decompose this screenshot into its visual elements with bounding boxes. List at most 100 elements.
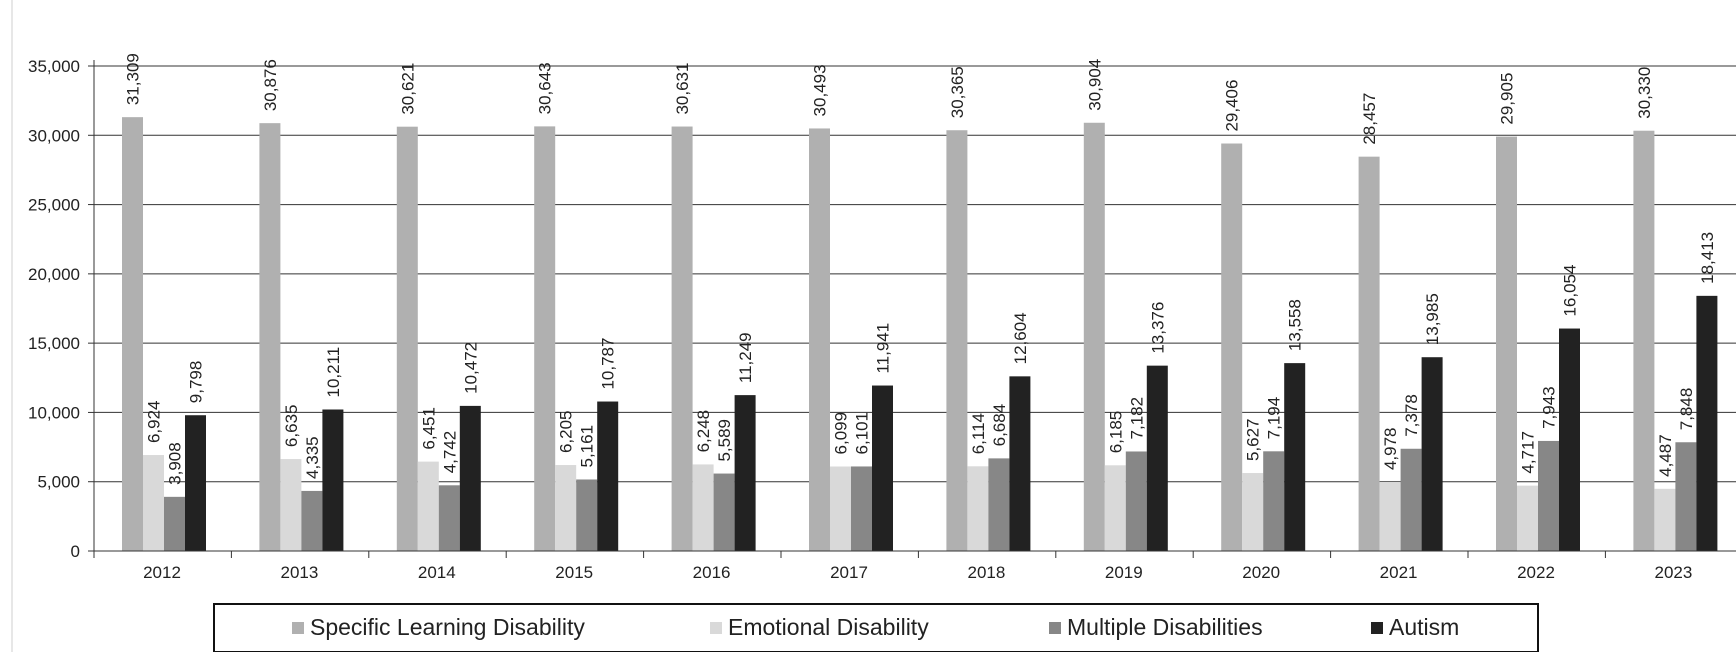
y-tick-label: 35,000 [28,57,80,76]
y-tick-label: 25,000 [28,196,80,215]
data-label: 4,717 [1519,431,1538,474]
bar [713,473,735,551]
data-label: 30,876 [261,59,280,111]
bar [1379,482,1401,551]
y-tick-label: 10,000 [28,403,80,422]
x-tick-label: 2020 [1242,563,1280,582]
legend-swatch [292,622,304,634]
bar [185,415,206,551]
data-label: 7,182 [1127,397,1146,440]
data-label: 11,941 [874,323,893,374]
legend-box [213,603,1539,652]
legend-swatch [1371,622,1383,634]
data-label: 6,099 [832,412,851,455]
x-tick-label: 2017 [830,563,868,582]
data-label: 29,406 [1223,80,1242,132]
bar [122,117,143,551]
data-label: 9,798 [187,361,206,404]
legend: Specific Learning Disability Emotional Di… [213,603,1539,652]
data-label: 30,365 [948,66,967,118]
bar [692,464,714,551]
bar [946,130,968,552]
legend-label: Multiple Disabilities [1067,614,1263,640]
data-label: 30,631 [673,63,692,115]
y-tick-label: 0 [71,542,80,561]
data-label: 5,161 [578,425,597,468]
legend-swatch [1049,622,1061,634]
data-label: 3,908 [166,442,185,485]
bar [164,496,185,551]
data-label: 6,248 [694,410,713,453]
x-tick-label: 2018 [967,563,1005,582]
data-label: 13,985 [1423,293,1442,345]
data-label: 7,848 [1677,388,1696,431]
bar [851,466,872,551]
x-tick-label: 2022 [1517,563,1555,582]
bar [1654,488,1676,551]
bar [830,466,851,551]
x-tick-label: 2021 [1380,563,1418,582]
data-label: 30,904 [1085,59,1104,111]
data-label: 6,684 [990,404,1009,447]
bar [143,455,164,551]
y-tick-label: 20,000 [28,265,80,284]
bar [576,479,598,551]
bar [1263,451,1285,551]
data-label: 31,309 [124,53,143,105]
data-label: 10,787 [599,338,618,390]
bar [280,459,302,551]
bar [259,123,281,552]
bars [122,117,1718,552]
bar [1517,485,1538,551]
data-label: 30,330 [1635,67,1654,119]
data-label: 6,185 [1106,411,1125,454]
data-label: 13,558 [1286,299,1305,351]
data-label: 10,472 [461,342,480,394]
data-label: 6,924 [145,401,164,444]
data-label: 4,487 [1656,434,1675,477]
data-label: 6,114 [969,413,988,454]
data-label: 6,451 [419,407,438,450]
x-tick-label: 2019 [1105,563,1143,582]
bar [1104,465,1126,551]
data-label: 6,101 [853,412,872,455]
data-label: 28,457 [1360,93,1379,145]
y-tick-label: 30,000 [28,126,80,145]
bar [1221,143,1243,552]
legend-label: Autism [1389,614,1459,640]
bar [872,385,893,551]
bar [988,458,1010,551]
y-tick-label: 5,000 [37,473,80,492]
bar [1125,451,1147,551]
bar [1083,122,1105,552]
data-label: 30,493 [811,64,830,116]
bar [1696,295,1718,551]
bar [1538,440,1559,551]
bar [1358,156,1380,551]
bar [1633,130,1655,551]
data-label: 7,194 [1265,397,1284,440]
bar [417,461,439,551]
bar [967,466,989,551]
bar [322,409,344,551]
x-tick-label: 2014 [418,563,456,582]
legend-swatch [710,622,722,634]
data-label: 12,604 [1011,312,1030,364]
bar [1146,365,1168,551]
x-axis: 2012 2013 2014 2015 2016 2017 2018 2019 2020 2021… [93,550,1736,582]
gridlines [94,65,1736,483]
bar [438,485,460,551]
bar [1009,376,1031,551]
data-label: 11,249 [736,332,755,383]
bar [1496,136,1517,551]
data-label: 5,627 [1244,418,1263,461]
bar [555,465,577,551]
x-tick-label: 2016 [693,563,731,582]
bar [597,401,619,551]
bar [1242,473,1264,551]
bar [1559,328,1580,551]
y-axis: 0 5,000 10,000 15,000 20,000 25,000 30,000 35,0… [28,57,95,561]
bar [534,126,556,551]
